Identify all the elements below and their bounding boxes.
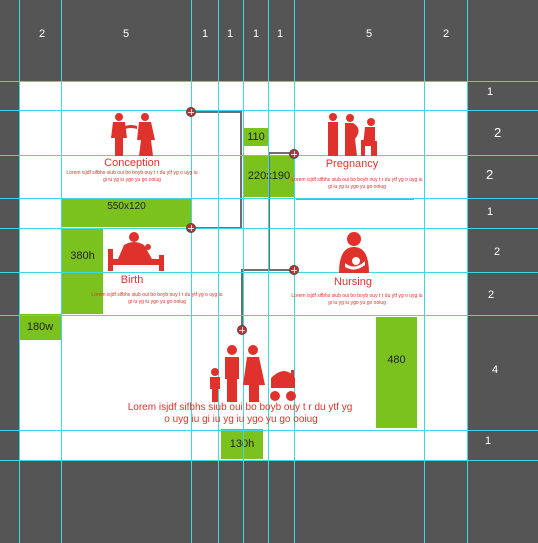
row-label: 2 [494, 246, 501, 258]
col-label: 1 [201, 28, 209, 40]
node-handle[interactable] [289, 149, 299, 159]
row-label: 1 [487, 86, 494, 98]
col-label: 1 [276, 28, 284, 40]
node-handle[interactable] [289, 265, 299, 275]
row-label: 2 [488, 289, 495, 301]
block-130h: 130h [221, 429, 263, 459]
row-label: 4 [492, 364, 499, 376]
connector-line [268, 152, 294, 154]
guide-line [243, 0, 244, 543]
block-380h: 380h [62, 228, 103, 314]
nursing-text-line1: Lorem isjdf sifbhs siub oui bo boyb ouy … [291, 293, 423, 299]
family-text-line1: Lorem isjdf sifbhs siub oui bo boyb ouy … [127, 402, 353, 413]
guide-line [0, 430, 538, 431]
birth-text-line1: Lorem isjdf sifbhs siub oui bo boyb ouy … [91, 292, 223, 298]
guide-line [19, 0, 20, 543]
pregnant-couple-icon [328, 113, 377, 156]
family-text-line2: o uyg iu gi iu yg iu ygo yu go ooiug [164, 414, 318, 425]
birth-text-line2: gi iu yg iu ygo yu go ooiug [128, 299, 186, 305]
row-label: 1 [485, 435, 492, 447]
connector-line [191, 111, 241, 113]
connector-line [241, 269, 243, 330]
birth-title: Birth [120, 274, 144, 286]
block-180w: 180w [19, 314, 61, 340]
conception-title: Conception [104, 157, 160, 169]
nursing-mother-icon [339, 232, 369, 273]
guide-line [0, 155, 538, 156]
col-label: 1 [252, 28, 260, 40]
col-label: 5 [365, 28, 373, 40]
guide-line [0, 228, 538, 229]
guide-line [61, 0, 62, 543]
block-550x120: 550x120 [62, 199, 191, 227]
guide-line [268, 0, 269, 543]
guide-line [191, 0, 192, 543]
node-handle[interactable] [186, 107, 196, 117]
block-110: 110 [244, 128, 268, 146]
pregnancy-title: Pregnancy [325, 158, 379, 170]
col-label: 2 [38, 28, 46, 40]
pregnancy-text-line2: gi iu yg iu ygo yu go ooiug [328, 184, 386, 190]
nursing-text-line2: gi iu yg iu ygo yu go ooiug [328, 300, 386, 306]
guide-line [0, 460, 538, 461]
connector-line [268, 152, 270, 270]
row-label: 2 [486, 167, 494, 182]
block-480: 480 [376, 317, 417, 428]
guide-line [467, 0, 468, 543]
guide-line [0, 81, 538, 82]
guide-line [0, 315, 538, 316]
col-label: 5 [122, 28, 130, 40]
guide-line [0, 110, 538, 111]
connector-line [240, 111, 242, 229]
row-label: 1 [487, 206, 494, 218]
mother-baby-bed-icon [108, 232, 164, 271]
guide-line [0, 198, 538, 199]
row-label: 2 [494, 125, 502, 140]
couple-icon [111, 113, 155, 156]
node-handle[interactable] [186, 223, 196, 233]
guide-line [0, 272, 538, 273]
node-handle[interactable] [237, 325, 247, 335]
pregnancy-text-line1: Lorem isjdf sifbhs siub oui bo boyb ouy … [291, 177, 423, 183]
divider [296, 199, 414, 200]
guide-line [424, 0, 425, 543]
guide-line [218, 0, 219, 543]
nursing-title: Nursing [334, 276, 372, 288]
col-label: 1 [226, 28, 234, 40]
family-stroller-icon [210, 345, 296, 402]
conception-text-line1: Lorem isjdf sifbhs siub oui bo boyb ouy … [66, 170, 198, 176]
conception-text-line2: gi iu yg iu ygo yu go ooiug [103, 177, 161, 183]
col-label: 2 [442, 28, 450, 40]
